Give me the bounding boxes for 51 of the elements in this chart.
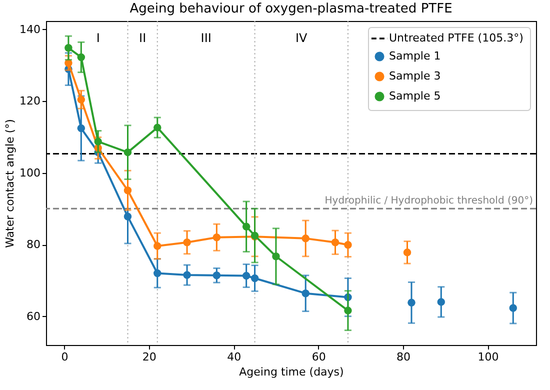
point	[77, 96, 86, 104]
point	[302, 289, 310, 298]
point	[124, 148, 132, 156]
x-tick-label: 0	[61, 350, 68, 364]
legend-label: Sample 1	[389, 50, 441, 62]
x-tick-label: 40	[227, 350, 242, 364]
x-tick-label: 100	[478, 350, 499, 364]
y-tick-label: 60	[26, 310, 40, 323]
annotation: I	[96, 31, 100, 45]
x-tick-label: 20	[142, 350, 156, 364]
point	[183, 238, 191, 246]
legend-label: Sample 3	[389, 70, 441, 82]
point	[437, 298, 446, 306]
x-axis-title: Ageing time (days)	[239, 366, 344, 378]
legend-label: Untreated PTFE (105.3°)	[389, 32, 524, 44]
point	[302, 234, 310, 242]
point	[124, 186, 132, 194]
point	[154, 269, 162, 278]
y-tick-label: 80	[26, 238, 40, 252]
point	[77, 124, 86, 132]
point	[408, 298, 416, 307]
point	[94, 138, 102, 146]
point	[154, 124, 162, 132]
x-tick-label: 80	[396, 350, 411, 364]
chart-title: Ageing behaviour of oxygen-plasma-treated PTFE	[130, 2, 452, 16]
point	[212, 233, 221, 242]
point	[272, 252, 280, 260]
point	[344, 241, 352, 249]
legend-label: Sample 5	[389, 90, 441, 102]
point	[124, 212, 132, 220]
y-tick-label: 140	[20, 22, 40, 36]
annotation: II	[139, 31, 146, 45]
point	[242, 222, 250, 230]
annotation: Hydrophilic / Hydrophobic threshold (90°)	[324, 196, 534, 207]
point	[183, 271, 191, 279]
annotation: IV	[296, 31, 308, 45]
y-axis-title: Water contact angle (°)	[4, 119, 17, 248]
annotation: III	[200, 31, 212, 45]
x-tick-label: 60	[312, 350, 326, 364]
point	[403, 248, 412, 256]
point	[212, 272, 221, 280]
point	[250, 274, 259, 282]
y-tick-label: 100	[20, 166, 40, 180]
y-tick-label: 120	[20, 94, 40, 108]
point	[344, 306, 352, 314]
point	[331, 238, 340, 246]
point	[64, 44, 72, 52]
point	[509, 304, 518, 312]
point	[242, 272, 250, 280]
point	[154, 242, 162, 250]
point	[77, 53, 86, 62]
